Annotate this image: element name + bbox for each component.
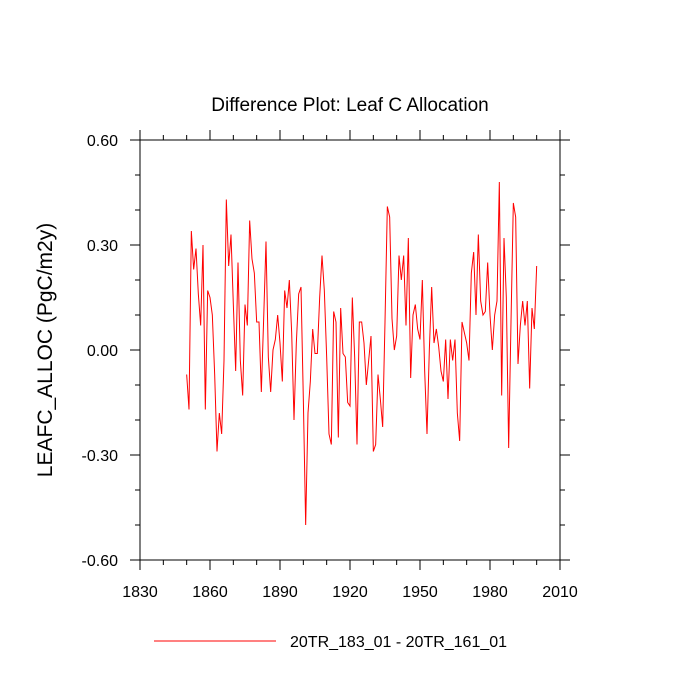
x-tick-label: 1950 — [402, 584, 438, 601]
y-tick-label: -0.30 — [82, 448, 119, 465]
minor-tick-marks — [135, 135, 565, 565]
x-tick-label: 1830 — [122, 584, 158, 601]
series-line — [186, 181, 538, 526]
x-tick-label: 1980 — [472, 584, 508, 601]
plot-area — [139, 139, 561, 561]
x-axis-tick-labels: 1830 1860 1890 1920 1950 1980 2010 — [122, 584, 578, 601]
x-tick-label: 2010 — [542, 584, 578, 601]
plot-border — [139, 139, 561, 561]
y-tick-label: 0.60 — [87, 133, 118, 150]
chart-title: Difference Plot: Leaf C Allocation — [211, 95, 488, 116]
series-group — [186, 181, 538, 526]
y-axis-tick-labels: -0.60 -0.30 0.00 0.30 0.60 — [82, 133, 119, 570]
x-tick-label: 1890 — [262, 584, 298, 601]
y-tick-label: 0.30 — [87, 238, 118, 255]
x-tick-label: 1920 — [332, 584, 368, 601]
major-tick-marks — [130, 130, 570, 570]
x-tick-label: 1860 — [192, 584, 228, 601]
legend: 20TR_183_01 - 20TR_161_01 — [154, 634, 507, 651]
y-tick-label: 0.00 — [87, 343, 118, 360]
y-axis-label: LEAFC_ALLOC (PgC/m2y) — [34, 223, 57, 477]
legend-label: 20TR_183_01 - 20TR_161_01 — [290, 634, 507, 651]
y-tick-label: -0.60 — [82, 553, 119, 570]
